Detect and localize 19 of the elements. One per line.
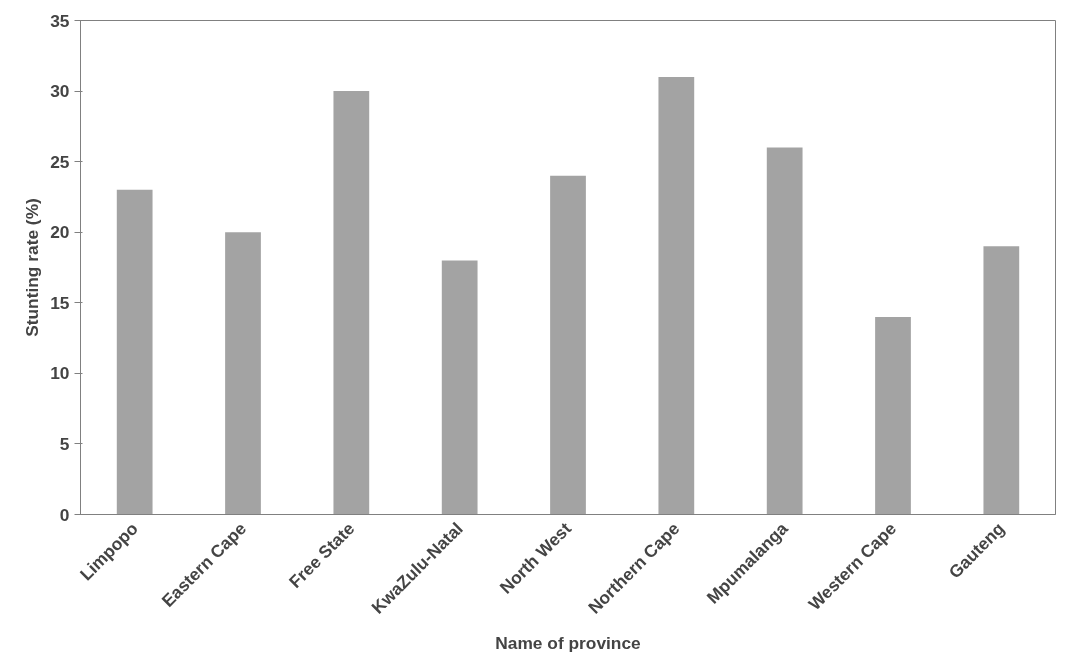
bar [333, 91, 370, 515]
bar [766, 147, 803, 515]
y-tick-label: 5 [59, 433, 70, 454]
bar [550, 175, 586, 515]
y-tick-label: 20 [50, 222, 70, 243]
y-tick-label: 35 [50, 10, 70, 31]
bar [225, 232, 261, 515]
y-tick-label: 15 [50, 292, 70, 313]
y-tick-label: 25 [50, 151, 70, 172]
x-axis-title: Name of province [495, 632, 642, 653]
bar [875, 316, 911, 515]
y-axis-title: Stunting rate (%) [22, 198, 43, 337]
bar [116, 189, 153, 515]
y-tick-label: 10 [50, 363, 70, 384]
y-tick-label: 0 [59, 504, 70, 525]
bar [658, 76, 695, 515]
y-tick-label: 30 [50, 81, 70, 102]
bar [983, 246, 1020, 515]
bar [441, 260, 478, 515]
